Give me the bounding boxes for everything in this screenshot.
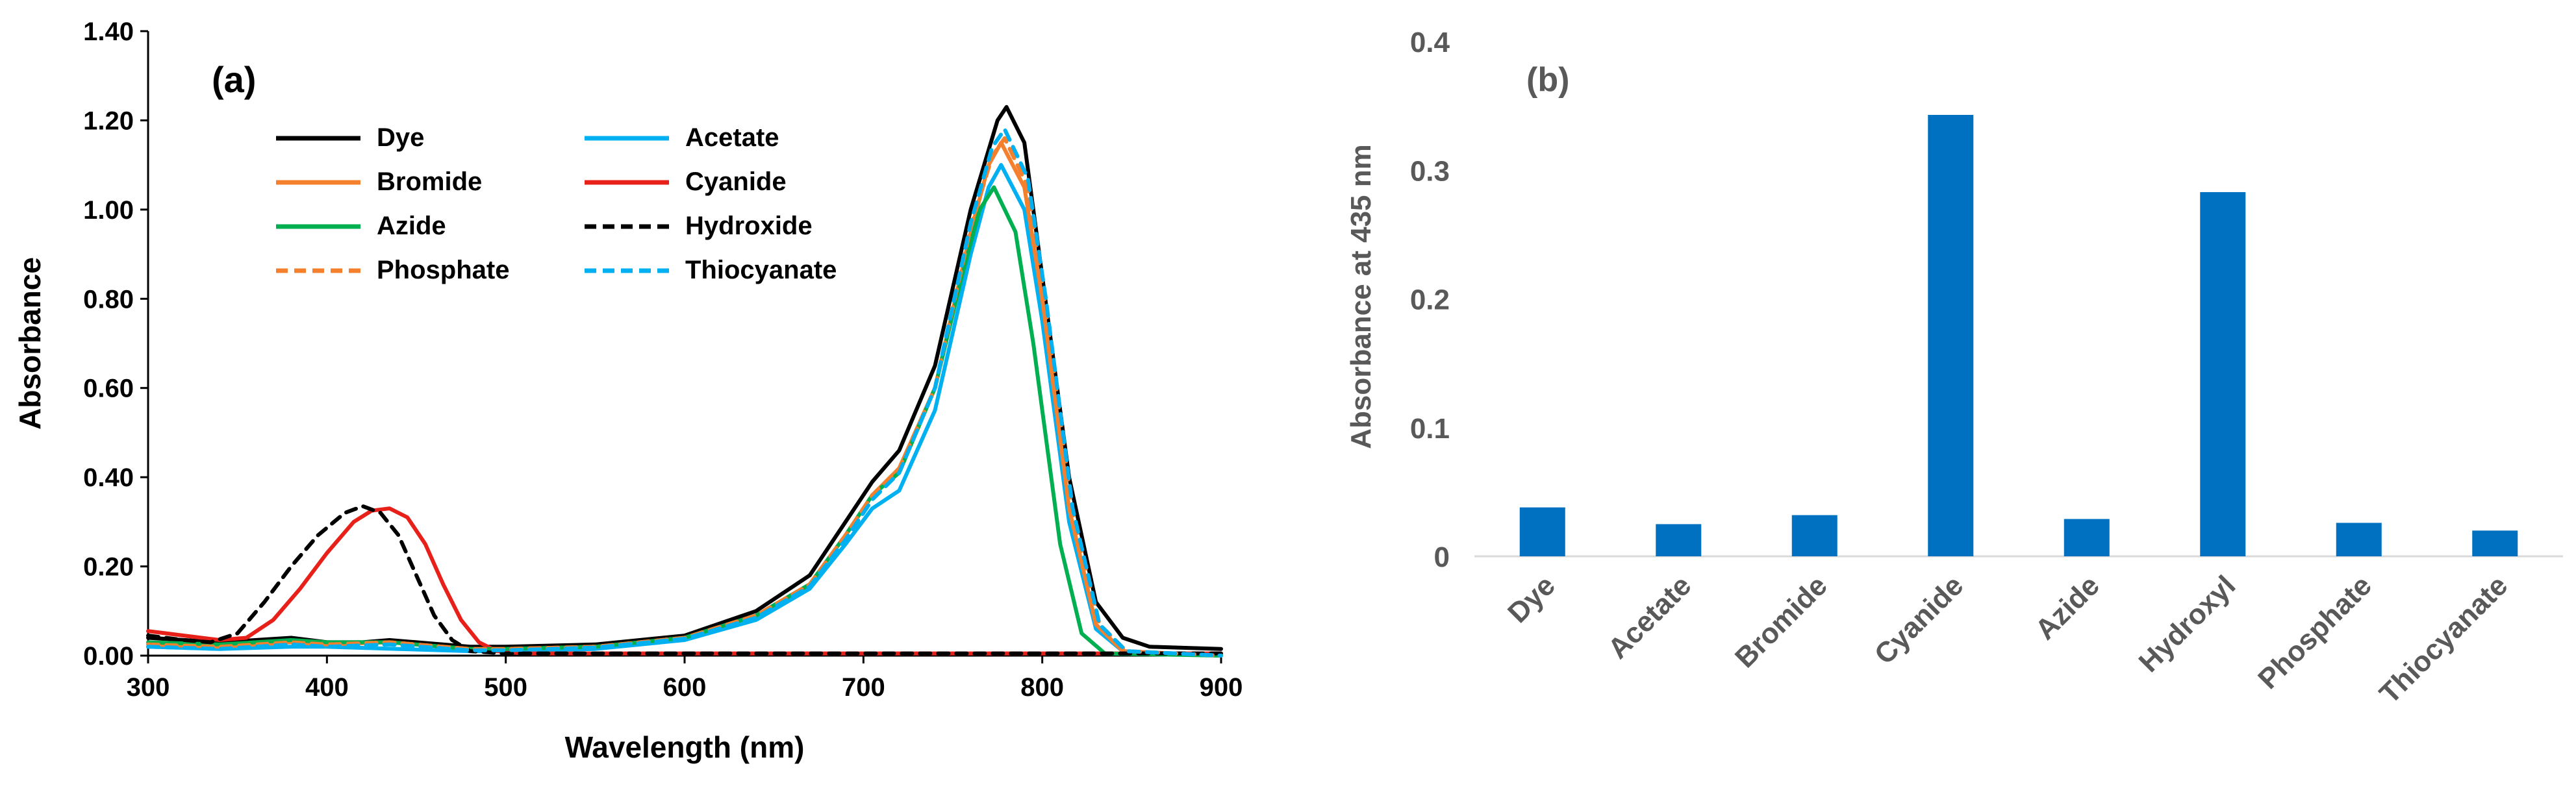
legend-label-acetate: Acetate xyxy=(685,123,779,152)
bar-cyanide xyxy=(1928,115,1974,556)
panel-label-a: (a) xyxy=(212,59,256,100)
legend-label-hydroxide: Hydroxide xyxy=(685,212,813,240)
legend-label-dye: Dye xyxy=(377,123,424,152)
x-tick-label: 600 xyxy=(663,673,707,702)
spectrum-line-hydroxide xyxy=(146,504,1223,656)
bar-azide xyxy=(2064,519,2110,556)
y-tick-label: 0.00 xyxy=(83,642,134,671)
legend-label-azide: Azide xyxy=(377,212,446,240)
bar-thiocyanate xyxy=(2472,530,2518,556)
y-axis-title-b: Absorbance at 435 nm xyxy=(1345,144,1377,449)
x-axis-title: Wavelength (nm) xyxy=(565,730,805,764)
y-tick-label-b: 0.2 xyxy=(1410,284,1450,316)
y-tick-label: 0.60 xyxy=(83,375,134,403)
y-tick-label-b: 0.4 xyxy=(1410,27,1450,58)
x-tick-label: 700 xyxy=(842,673,885,702)
legend-label-phosphate: Phosphate xyxy=(377,256,509,284)
y-tick-label: 0.20 xyxy=(83,553,134,582)
bar-bromide xyxy=(1791,515,1837,556)
x-tick-label: 800 xyxy=(1020,673,1064,702)
bar-dye xyxy=(1519,507,1565,556)
x-tick-label: 500 xyxy=(484,673,527,702)
y-tick-label: 0.40 xyxy=(83,463,134,492)
x-tick-label: 400 xyxy=(305,673,349,702)
spectrum-line-acetate xyxy=(146,163,1223,658)
spectrum-line-thiocyanate xyxy=(146,127,1223,658)
y-tick-label-b: 0.3 xyxy=(1410,155,1450,187)
x-tick-label: 900 xyxy=(1200,673,1243,702)
bar-acetate xyxy=(1656,524,1702,556)
y-tick-label: 1.20 xyxy=(83,106,134,135)
panel-label-b: (b) xyxy=(1526,61,1569,99)
bar-hydroxyl xyxy=(2200,191,2246,556)
y-tick-label: 1.40 xyxy=(83,18,134,46)
y-tick-label: 0.80 xyxy=(83,285,134,314)
bar-phosphate xyxy=(2336,523,2382,556)
spectrum-line-azide xyxy=(146,185,1223,658)
x-tick-label: 300 xyxy=(127,673,170,702)
y-tick-label-b: 0 xyxy=(1434,541,1450,573)
legend-label-cyanide: Cyanide xyxy=(685,167,787,196)
legend: Dye Acetate Bromide Cyanide Azide Hydroxide Ph… xyxy=(276,123,837,284)
y-axis-title: Absorbance xyxy=(13,257,47,430)
legend-label-thiocyanate: Thiocyanate xyxy=(685,256,837,284)
y-tick-label-b: 0.1 xyxy=(1410,413,1450,445)
y-tick-label: 1.00 xyxy=(83,196,134,225)
legend-label-bromide: Bromide xyxy=(377,167,482,196)
